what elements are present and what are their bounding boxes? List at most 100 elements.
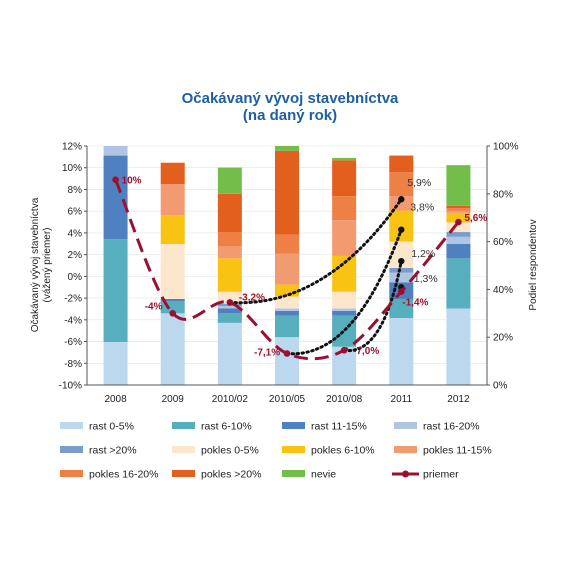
left-tick-label: 0% <box>68 272 83 283</box>
bar-segment-5-1 <box>389 298 414 319</box>
right-tick-label: 0% <box>493 381 508 392</box>
bar-segment-6-9 <box>446 205 471 209</box>
legend-label: rast 0-5% <box>89 421 134 433</box>
bar-segment-6-1 <box>446 258 471 309</box>
dotted-line-0 <box>228 197 403 305</box>
left-tick-label: 6% <box>68 207 83 218</box>
bar-segment-2-10 <box>217 167 242 194</box>
left-tick-label: -4% <box>64 315 82 326</box>
mean-label: -3,2% <box>239 292 265 303</box>
dotted-line-1 <box>285 228 403 356</box>
left-tick-label: 8% <box>68 185 83 196</box>
dotted-label: 1,2% <box>411 248 435 260</box>
annotations: 5,9% 3,8% 1,2% -1,3% 10% -4% -3,2% -7,1% -7,0% -1… <box>122 176 488 359</box>
bar-segment-6-10 <box>446 165 471 206</box>
legend-swatch <box>60 422 83 429</box>
mean-marker <box>283 350 291 357</box>
legend-label: pokles 6-10% <box>311 445 375 457</box>
right-tick-label: 40% <box>493 285 513 296</box>
right-tick-label: 100% <box>493 142 519 153</box>
x-tick-label: 2008 <box>104 394 127 405</box>
right-tick-label: 20% <box>493 333 513 344</box>
bar-segment-4-10 <box>332 157 357 161</box>
left-tick-label: 12% <box>62 142 82 153</box>
bar-segment-4-3 <box>332 308 357 311</box>
legend-label: rast 16-20% <box>423 421 480 433</box>
bar-segment-1-6 <box>160 215 185 244</box>
bar-segment-3-9 <box>275 150 299 235</box>
left-tick-label: -6% <box>64 337 82 348</box>
bar-segment-6-6 <box>446 212 471 223</box>
legend: rast 0-5% rast 6-10% rast 11-15% rast 16-20… <box>60 421 492 481</box>
bar-segment-1-7 <box>160 184 185 216</box>
bar-segment-1-1 <box>160 301 185 314</box>
right-axis-label: Podiel respondentov <box>528 219 539 310</box>
left-tick-label: -2% <box>64 294 82 305</box>
left-axis-label-line1: Očakávaný vývoj stavebníctva <box>30 197 41 332</box>
mean-marker <box>169 310 177 317</box>
dotted-label: 5,9% <box>407 177 431 189</box>
mean-label: -7,1% <box>254 347 280 358</box>
x-tick-label: 2010/08 <box>326 394 363 405</box>
legend-label: rast 11-15% <box>311 421 367 433</box>
mean-label: -7,0% <box>353 346 379 357</box>
bar-segment-6-5 <box>446 222 471 233</box>
bar-segment-2-0 <box>217 322 242 385</box>
bar-segment-6-2 <box>446 243 471 259</box>
mean-line <box>112 176 462 361</box>
x-tick-label: 2011 <box>391 394 413 405</box>
right-axis-ticks: 0% 20% 40% 60% 80% 100% <box>487 142 519 392</box>
bar-segment-3-10 <box>275 146 299 151</box>
bar-segment-2-2 <box>217 308 242 314</box>
legend-label: rast >20% <box>89 445 137 457</box>
legend-label: pokles 11-15% <box>423 445 492 457</box>
bar-segment-3-6 <box>275 284 299 297</box>
bar-segment-5-8 <box>389 172 414 197</box>
legend-swatch <box>172 422 195 429</box>
legend-swatch <box>282 470 305 477</box>
legend-mean-marker <box>402 470 409 478</box>
bar-segment-0-0 <box>103 341 128 385</box>
legend-swatch <box>60 470 83 477</box>
bar-segment-5-6 <box>389 210 414 242</box>
left-tick-label: 2% <box>68 250 83 261</box>
legend-swatch <box>394 446 417 453</box>
bar-segment-3-7 <box>275 253 299 285</box>
mean-marker <box>397 288 405 295</box>
left-tick-label: 10% <box>62 163 82 174</box>
right-tick-label: 60% <box>493 237 513 248</box>
legend-label: nevie <box>311 469 336 481</box>
x-axis-ticks: 2008 2009 2010/02 2010/05 2010/08 2011 2012 <box>104 394 470 405</box>
bar-segment-3-2 <box>275 310 299 316</box>
mean-label: -1,4% <box>402 298 428 309</box>
dotted-endpoint <box>398 196 405 203</box>
dotted-line-2 <box>342 259 403 353</box>
legend-swatch <box>282 446 305 453</box>
mean-label: 5,6% <box>464 213 487 224</box>
x-tick-label: 2010/05 <box>269 394 306 405</box>
bar-segment-4-7 <box>332 220 357 256</box>
bar-segment-5-4 <box>389 267 414 273</box>
bar-segment-2-6 <box>217 258 242 292</box>
mean-marker <box>455 218 462 226</box>
bar-segment-5-0 <box>389 318 414 385</box>
bar-segment-3-8 <box>275 234 299 254</box>
bar-segment-2-3 <box>217 306 242 309</box>
bar-segment-1-9 <box>160 162 185 185</box>
bar-segment-6-0 <box>446 308 471 385</box>
legend-label: priemer <box>423 469 459 481</box>
legend-swatch <box>394 422 417 429</box>
legend-label: pokles 0-5% <box>201 445 259 457</box>
legend-label: rast 6-10% <box>201 421 252 433</box>
bar-segment-4-2 <box>332 310 357 316</box>
bar-segment-2-8 <box>217 232 242 247</box>
dotted-label: 3,8% <box>410 202 434 214</box>
mean-marker <box>112 176 119 183</box>
left-tick-label: -10% <box>59 381 82 392</box>
bar-segment-5-3 <box>389 272 414 283</box>
left-tick-label: 4% <box>68 228 83 239</box>
bar-segment-6-3 <box>446 236 471 244</box>
x-tick-label: 2010/02 <box>212 394 249 405</box>
bar-segment-3-0 <box>275 337 299 385</box>
